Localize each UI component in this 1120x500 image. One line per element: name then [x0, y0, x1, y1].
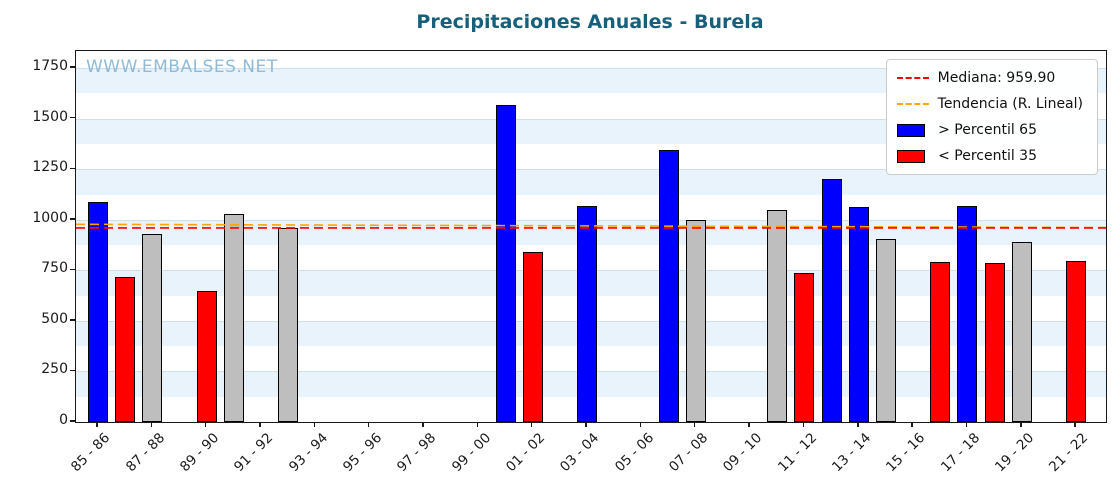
- x-tick-mark: [96, 422, 98, 427]
- legend-item-below-p35: < Percentil 35: [896, 146, 1083, 166]
- plot-area: WWW.EMBALSES.NET Mediana: 959.90 Tendenci…: [75, 50, 1107, 423]
- y-tick-mark: [70, 167, 75, 170]
- bar-19-20: [1011, 242, 1032, 422]
- y-tick-mark: [70, 218, 75, 220]
- y-tick-mark: [70, 369, 75, 372]
- legend-item-above-p65: > Percentil 65: [896, 120, 1083, 140]
- x-tick-mark: [476, 422, 479, 427]
- x-tick-mark: [965, 422, 968, 427]
- median-line-swatch: [896, 77, 929, 79]
- reference-lines: [76, 223, 1106, 229]
- y-tick-label: 0: [59, 412, 68, 428]
- below-p35-patch-swatch: [896, 149, 925, 163]
- y-tick-label: 1250: [32, 159, 68, 176]
- bar-90-91: [223, 213, 244, 422]
- bar-03-04: [577, 205, 598, 422]
- x-tick-mark: [204, 422, 207, 427]
- chart-title: Precipitaciones Anuales - Burela: [416, 11, 764, 33]
- bar-14-15: [875, 239, 896, 422]
- bar-87-88: [142, 233, 163, 422]
- bar-18-19: [984, 263, 1005, 422]
- y-axis-labels: 0 250 500 750 1000 1250 1500 1750: [0, 50, 68, 428]
- bar-07-08: [685, 219, 706, 422]
- x-tick-mark: [313, 422, 316, 427]
- bars-layer: [76, 51, 1106, 422]
- legend: Mediana: 959.90 Tendencia (R. Lineal) > P…: [885, 59, 1098, 175]
- trend-line-swatch: [896, 103, 929, 105]
- y-tick-mark: [70, 116, 75, 119]
- x-tick-mark: [259, 422, 261, 427]
- bar-10-11: [767, 209, 788, 422]
- legend-label-below-p35: < Percentil 35: [933, 148, 1037, 164]
- x-tick-mark: [422, 422, 424, 427]
- legend-label-above-p65: > Percentil 65: [933, 122, 1037, 138]
- x-tick-mark: [585, 422, 587, 427]
- trend-line: [76, 223, 1106, 229]
- x-tick-mark: [1020, 422, 1022, 427]
- y-tick-label: 1750: [32, 58, 68, 75]
- x-tick-mark: [150, 422, 153, 427]
- x-tick-mark: [1074, 422, 1076, 427]
- bar-89-90: [196, 290, 217, 422]
- bar-21-22: [1066, 261, 1087, 422]
- bar-85-86: [88, 201, 108, 422]
- y-tick-label: 750: [41, 260, 68, 277]
- bar-12-13: [821, 179, 842, 422]
- bar-01-02: [522, 252, 543, 422]
- gridline: [76, 169, 1106, 171]
- x-tick-mark: [857, 422, 859, 427]
- bar-00-01: [495, 104, 516, 422]
- legend-item-median: Mediana: 959.90: [896, 68, 1083, 88]
- y-tick-label: 1000: [32, 209, 68, 226]
- x-tick-mark: [748, 422, 750, 427]
- x-tick-mark: [802, 422, 805, 427]
- x-tick-mark: [639, 422, 642, 427]
- watermark: WWW.EMBALSES.NET: [86, 57, 278, 77]
- x-tick-mark: [693, 422, 696, 427]
- bar-13-14: [848, 206, 869, 422]
- x-tick-mark: [367, 422, 370, 427]
- y-tick-mark: [70, 268, 75, 271]
- gridline: [76, 118, 1106, 120]
- bar-11-12: [794, 273, 815, 422]
- above-p65-patch-swatch: [896, 123, 925, 137]
- y-tick-label: 250: [41, 361, 68, 378]
- bar-17-18: [957, 205, 978, 422]
- gridline: [76, 68, 1106, 70]
- bar-06-07: [658, 150, 679, 422]
- x-tick-mark: [530, 422, 533, 427]
- legend-item-trend: Tendencia (R. Lineal): [896, 94, 1083, 114]
- y-tick-mark: [70, 66, 75, 68]
- x-tick-mark: [911, 422, 913, 427]
- y-tick-mark: [70, 420, 75, 422]
- bar-16-17: [930, 262, 951, 422]
- bar-86-87: [115, 277, 136, 422]
- y-tick-label: 1500: [32, 108, 68, 125]
- legend-label-trend: Tendencia (R. Lineal): [937, 96, 1083, 112]
- y-tick-label: 500: [41, 310, 68, 327]
- y-tick-mark: [70, 319, 75, 321]
- legend-label-median: Mediana: 959.90: [937, 70, 1056, 86]
